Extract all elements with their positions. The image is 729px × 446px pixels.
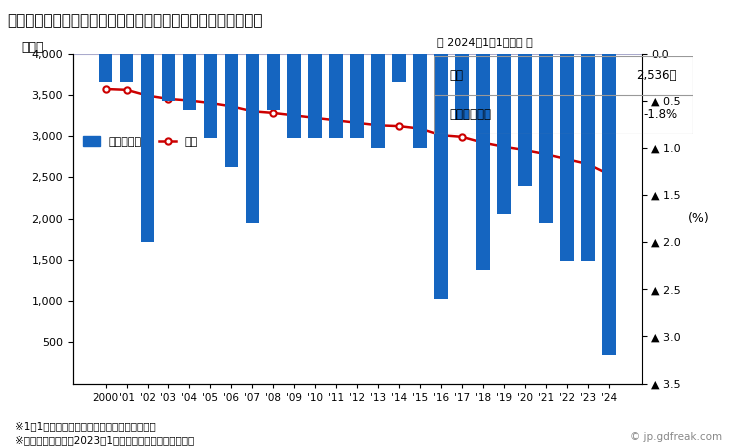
Text: 対前年増減率: 対前年増減率 — [449, 108, 491, 121]
Bar — [455, 54, 469, 120]
Bar — [413, 54, 427, 148]
Bar — [351, 54, 364, 138]
Bar — [518, 54, 531, 186]
Bar — [434, 54, 448, 299]
Y-axis label: （人）: （人） — [22, 41, 44, 54]
Bar — [98, 54, 112, 82]
Text: -1.8%: -1.8% — [643, 108, 677, 121]
Bar — [120, 54, 133, 82]
Text: 【 2024年1月1日時点 】: 【 2024年1月1日時点 】 — [437, 37, 533, 47]
Bar — [560, 54, 574, 261]
Bar — [246, 54, 260, 223]
Bar — [183, 54, 196, 110]
Bar — [141, 54, 155, 242]
Bar — [203, 54, 217, 138]
Bar — [539, 54, 553, 223]
Y-axis label: (%): (%) — [688, 212, 710, 225]
Text: © jp.gdfreak.com: © jp.gdfreak.com — [630, 432, 722, 442]
Bar — [602, 54, 616, 355]
Bar — [581, 54, 595, 261]
Bar — [162, 54, 175, 101]
Bar — [392, 54, 406, 82]
Bar — [330, 54, 343, 138]
Text: ※市区町村の場合は2023年1月１日時点の市区町村境界。: ※市区町村の場合は2023年1月１日時点の市区町村境界。 — [15, 435, 194, 445]
Bar — [497, 54, 511, 214]
Bar — [476, 54, 490, 270]
Text: 2,536人: 2,536人 — [636, 69, 677, 82]
Bar — [308, 54, 322, 138]
Text: ※1月1日時点の外国人を除く日本人住民人口。: ※1月1日時点の外国人を除く日本人住民人口。 — [15, 421, 155, 431]
Legend: 対前年増加率, 人口: 対前年増加率, 人口 — [79, 132, 203, 151]
Bar — [371, 54, 385, 148]
Text: 人口: 人口 — [449, 69, 464, 82]
Bar — [287, 54, 301, 138]
Bar — [267, 54, 280, 110]
Text: 黒松内町の人口の推移　（住民基本台帳ベース、日本人住民）: 黒松内町の人口の推移 （住民基本台帳ベース、日本人住民） — [7, 13, 262, 29]
Bar — [225, 54, 238, 167]
